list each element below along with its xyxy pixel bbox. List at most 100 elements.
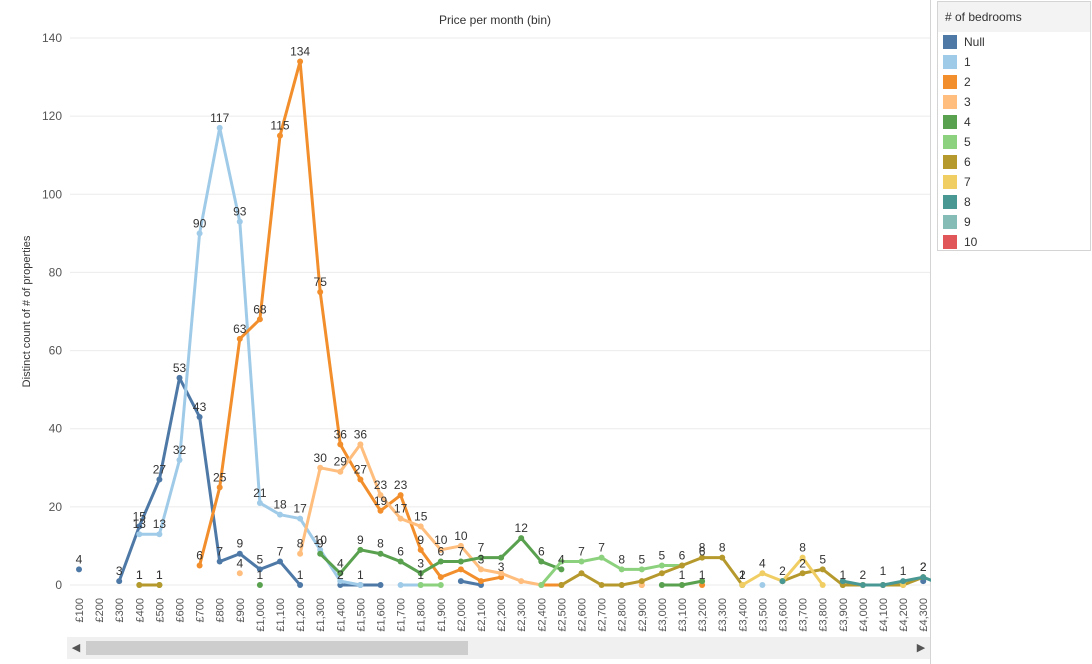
- x-tick-label: £2,700: [597, 598, 609, 632]
- legend-item-5[interactable]: 5: [938, 132, 1090, 152]
- series-6-point: [719, 554, 726, 561]
- x-tick-label: £2,400: [536, 598, 548, 632]
- series-1-point: [759, 582, 766, 588]
- series-1-line-segment: [218, 126, 242, 224]
- series-3-line-segment: [519, 579, 543, 587]
- legend-item-6[interactable]: 6: [938, 152, 1090, 172]
- series-3-point: [297, 550, 304, 557]
- legend-swatch: [943, 215, 957, 229]
- series-6-point: [658, 570, 665, 577]
- horizontal-scrollbar[interactable]: ◀ ▶: [67, 637, 930, 659]
- legend-item-8[interactable]: 8: [938, 192, 1090, 212]
- series-null-data-label: 3: [116, 564, 123, 578]
- series-5-line-segment: [539, 560, 563, 587]
- series-4-point: [478, 554, 484, 561]
- series-1-line-segment: [298, 517, 322, 552]
- series-null-data-label: 2: [337, 568, 344, 582]
- series-1-point: [297, 515, 304, 522]
- series-5-data-label: 6: [699, 545, 706, 559]
- legend-item-10[interactable]: 10: [938, 232, 1090, 252]
- series-8-point: [880, 582, 886, 588]
- series-5-line-segment: [580, 556, 604, 564]
- series-1-data-label: 1: [679, 568, 686, 582]
- series-6-data-label: 8: [719, 541, 726, 555]
- series-1-point: [176, 456, 183, 463]
- series-4-data-label: 6: [397, 545, 404, 559]
- series-6-line-segment: [580, 571, 604, 587]
- series-8-point: [779, 578, 786, 585]
- legend-label: 2: [964, 75, 971, 89]
- series-2-data-label: 19: [374, 494, 388, 508]
- series-5-point: [638, 566, 645, 573]
- legend-item-1[interactable]: 1: [938, 52, 1090, 72]
- x-tick-label: £800: [215, 598, 227, 622]
- x-tick-label: £2,800: [617, 598, 629, 632]
- legend-item-7[interactable]: 7: [938, 172, 1090, 192]
- legend-item-null[interactable]: Null: [938, 32, 1090, 52]
- series-7-line-segment: [781, 556, 805, 583]
- scroll-thumb[interactable]: [86, 641, 468, 655]
- legend-swatch: [943, 175, 957, 189]
- x-tick-label: £1,600: [376, 598, 388, 632]
- series-7-data-label: 1: [880, 564, 887, 578]
- x-tick-label: £4,300: [918, 598, 930, 632]
- series-7-point: [739, 582, 746, 588]
- x-tick-label: £3,000: [657, 598, 669, 632]
- series-null-data-label: 4: [76, 552, 83, 566]
- series-6-point: [799, 570, 806, 577]
- series-1-point: [136, 531, 143, 538]
- series-null-point: [176, 374, 183, 381]
- legend-swatch: [943, 35, 957, 49]
- series-2-data-label: 75: [314, 275, 328, 289]
- series-1-point: [196, 230, 203, 237]
- series-5-point: [558, 558, 565, 565]
- series-3-data-label: 10: [454, 529, 468, 543]
- series-4-line-segment: [318, 552, 342, 575]
- series-3-point: [478, 566, 484, 573]
- series-2-point: [357, 476, 364, 483]
- series-4-line-segment: [358, 548, 382, 556]
- series-null-line-segment: [198, 415, 222, 564]
- series-5-data-label: 6: [679, 548, 686, 562]
- scroll-left-button[interactable]: ◀: [71, 642, 81, 654]
- series-7-point: [799, 554, 806, 561]
- series-3-point: [317, 464, 324, 471]
- legend-item-9[interactable]: 9: [938, 212, 1090, 232]
- series-1-point: [357, 582, 364, 588]
- series-null-line-segment: [117, 524, 141, 583]
- y-tick-label: 100: [42, 187, 62, 201]
- series-4-point: [558, 566, 565, 573]
- legend-item-4[interactable]: 4: [938, 112, 1090, 132]
- x-tick-label: £2,500: [556, 598, 568, 632]
- series-2-data-label: 23: [394, 478, 408, 492]
- series-null-point: [216, 558, 223, 565]
- series-4-point: [679, 582, 685, 588]
- legend-label: 4: [964, 115, 971, 129]
- series-2-line-segment: [419, 548, 443, 579]
- series-null-line-segment: [459, 579, 483, 587]
- legend-item-2[interactable]: 2: [938, 72, 1090, 92]
- series-8-point: [839, 578, 846, 585]
- series-4-point: [377, 550, 384, 557]
- series-7-data-label: 2: [779, 564, 786, 578]
- series-3-line-segment: [399, 517, 423, 528]
- series-2-point: [236, 335, 243, 342]
- series-8-data-label: 2: [920, 560, 927, 574]
- series-null-point: [76, 566, 82, 573]
- x-tick-label: £1,300: [315, 598, 327, 632]
- legend-label: 3: [964, 95, 971, 109]
- series-4-point: [317, 550, 324, 557]
- x-tick-label: £400: [134, 598, 146, 622]
- series-null-point: [116, 578, 123, 585]
- series-4-line-segment: [419, 560, 443, 575]
- series-6-point: [638, 578, 645, 585]
- series-5-point: [437, 582, 444, 588]
- series-5-data-label: 5: [638, 552, 645, 566]
- series-6-line-segment: [680, 556, 704, 567]
- series-5-data-label: 7: [578, 545, 585, 559]
- legend-item-3[interactable]: 3: [938, 92, 1090, 112]
- series-1-data-label: 13: [133, 517, 147, 531]
- series-5-data-label: 5: [659, 548, 666, 562]
- scroll-right-button[interactable]: ▶: [916, 642, 926, 654]
- y-tick-label: 60: [49, 344, 63, 358]
